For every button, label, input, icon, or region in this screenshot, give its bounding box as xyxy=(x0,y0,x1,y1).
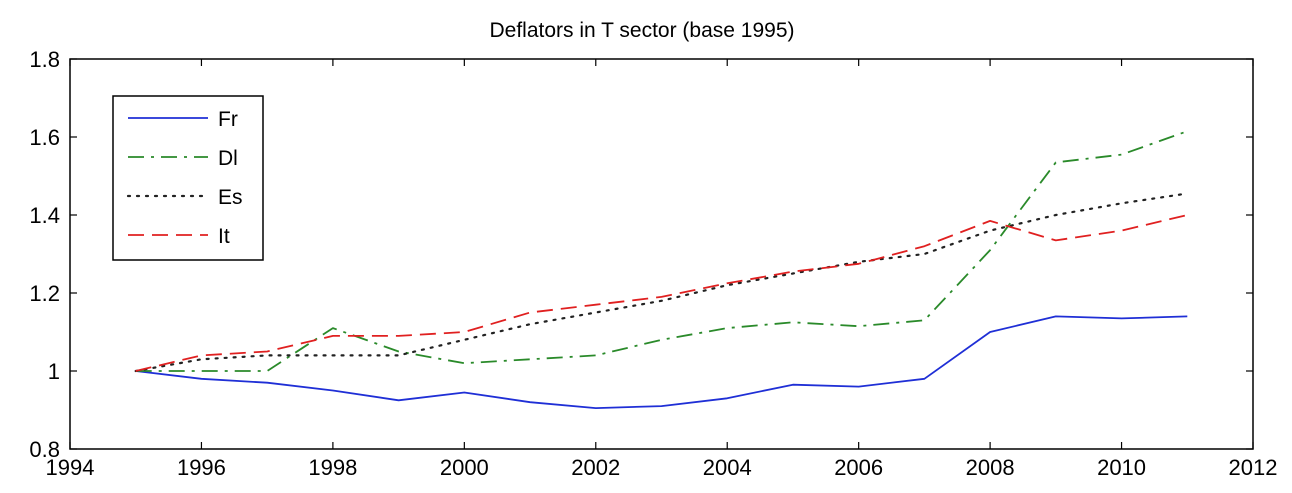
y-tick-label: 1.6 xyxy=(29,125,60,150)
x-tick-label: 2010 xyxy=(1097,455,1146,480)
legend-label-es: Es xyxy=(218,186,243,209)
x-tick-label: 1996 xyxy=(177,455,226,480)
axis-ticks: 1994 1996 1998 2000 2002 2004 2006 2008 2010 2012… xyxy=(29,47,1277,480)
x-tick-label: 2004 xyxy=(703,455,752,480)
y-tick-label: 1.2 xyxy=(29,281,60,306)
series-line-it xyxy=(135,214,1188,372)
chart-title: Deflators in T sector (base 1995) xyxy=(489,19,794,42)
series-line-es xyxy=(134,192,1189,373)
y-tick-label: 0.8 xyxy=(29,437,60,462)
x-tick-label: 2000 xyxy=(440,455,489,480)
x-tick-label: 2002 xyxy=(571,455,620,480)
legend-box xyxy=(112,95,264,261)
y-tick-label: 1 xyxy=(48,359,60,384)
legend-label-it: It xyxy=(218,225,230,248)
x-tick-label: 2006 xyxy=(834,455,883,480)
x-tick-label: 1998 xyxy=(308,455,357,480)
plot-frame xyxy=(69,58,1254,450)
legend: Fr Dl Es It xyxy=(112,95,264,261)
x-tick-label: 1994 xyxy=(46,455,95,480)
x-tick-label: 2012 xyxy=(1229,455,1278,480)
legend-label-dl: Dl xyxy=(218,147,238,170)
x-tick-label: 2008 xyxy=(966,455,1015,480)
series-line-fr xyxy=(135,315,1188,410)
y-tick-label: 1.4 xyxy=(29,203,60,228)
legend-label-fr: Fr xyxy=(218,108,238,131)
series-lines xyxy=(134,130,1189,410)
y-tick-label: 1.8 xyxy=(29,47,60,72)
